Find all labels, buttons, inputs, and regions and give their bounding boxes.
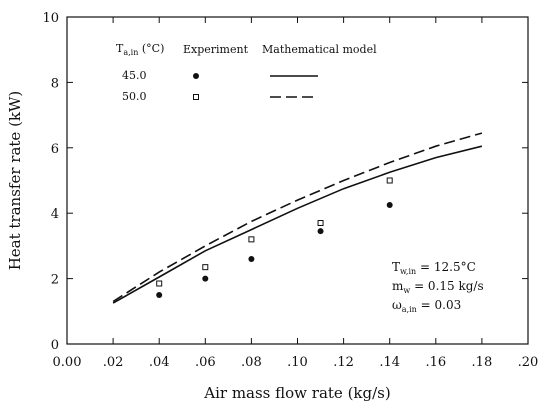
legend-marker-45.0 bbox=[193, 73, 199, 79]
condition-water-inlet-temp: Tw,in = 12.5°C bbox=[392, 260, 476, 276]
model-line-45c bbox=[112, 145, 483, 304]
x-tick-labels: 0.00 .02 .04 .06 .08 .10 .12 .14 .16 .18 .20 bbox=[53, 355, 539, 370]
x-tick-label: .04 bbox=[149, 355, 170, 370]
experiment-point-50c bbox=[317, 220, 324, 227]
x-tick-label: .08 bbox=[241, 355, 262, 370]
plot-area bbox=[66, 16, 529, 345]
y-tick-labels: 0 2 4 6 8 10 bbox=[42, 11, 59, 353]
x-tick-label: .14 bbox=[379, 355, 400, 370]
legend-marks bbox=[193, 73, 318, 100]
legend-header-temperature: Ta,in (°C) bbox=[116, 42, 164, 57]
legend-marker-50.0 bbox=[193, 94, 199, 100]
experiment-point-50c bbox=[386, 177, 393, 184]
x-tick-label: .20 bbox=[518, 355, 539, 370]
axis-ticks bbox=[66, 16, 529, 345]
plot-frame bbox=[66, 16, 529, 345]
x-tick-label: 0.00 bbox=[53, 355, 82, 370]
operating-conditions: Tw,in = 12.5°C mw = 0.15 kg/s ωa,in = 0.… bbox=[392, 260, 484, 314]
y-tick-label: 10 bbox=[42, 11, 59, 26]
x-axis-title: Air mass flow rate (kg/s) bbox=[203, 384, 390, 402]
y-axis-title: Heat transfer rate (kW) bbox=[6, 91, 24, 271]
y-tick-label: 4 bbox=[51, 207, 59, 222]
legend-header-experiment: Experiment bbox=[183, 43, 249, 56]
experiment-point-45c bbox=[248, 255, 255, 262]
experiment-point-50c bbox=[202, 264, 209, 271]
experiment-point-50c bbox=[248, 236, 255, 243]
legend-label-50: 50.0 bbox=[122, 90, 147, 103]
condition-air-humidity-ratio: ωa,in = 0.03 bbox=[392, 298, 461, 314]
legend-header-model: Mathematical model bbox=[262, 43, 377, 56]
condition-water-mass-flow: mw = 0.15 kg/s bbox=[392, 279, 484, 295]
x-tick-label: .06 bbox=[195, 355, 216, 370]
experiment-point-45c bbox=[317, 228, 324, 235]
experiment-point-50c bbox=[156, 280, 163, 287]
model-lines bbox=[112, 132, 483, 304]
y-tick-label: 2 bbox=[51, 273, 59, 288]
y-tick-label: 8 bbox=[51, 76, 59, 91]
x-tick-label: .18 bbox=[472, 355, 493, 370]
y-tick-label: 0 bbox=[51, 338, 59, 353]
legend-label-45: 45.0 bbox=[122, 69, 147, 82]
experiment-point-45c bbox=[386, 202, 393, 209]
experiment-point-45c bbox=[156, 291, 163, 298]
x-tick-label: .12 bbox=[333, 355, 354, 370]
x-tick-label: .02 bbox=[103, 355, 124, 370]
experiment-points bbox=[156, 177, 393, 298]
legend: Ta,in (°C) Experiment Mathematical model… bbox=[116, 42, 377, 103]
experiment-point-45c bbox=[202, 275, 209, 282]
x-tick-label: .10 bbox=[287, 355, 308, 370]
x-tick-label: .16 bbox=[425, 355, 446, 370]
model-line-50c bbox=[112, 132, 483, 303]
y-tick-label: 6 bbox=[51, 142, 59, 157]
